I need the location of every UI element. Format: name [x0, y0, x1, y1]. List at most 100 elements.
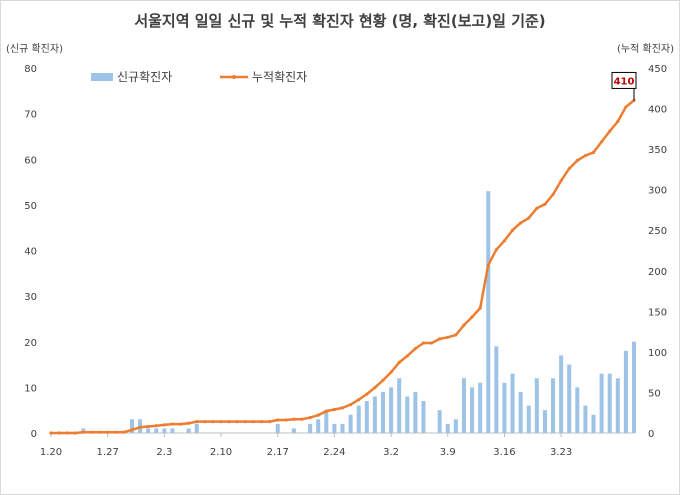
- cumulative-point: [97, 430, 102, 434]
- new-cases-bar: [291, 428, 296, 433]
- new-cases-bar: [340, 423, 345, 433]
- cumulative-point: [340, 406, 345, 410]
- new-cases-bar: [348, 414, 353, 433]
- cumulative-line: [51, 99, 635, 435]
- cumulative-point: [470, 315, 474, 319]
- cumulative-point: [292, 417, 296, 421]
- new-cases-bar: [567, 364, 572, 433]
- right-tick-label: 400: [648, 105, 667, 116]
- cumulative-point: [316, 413, 320, 417]
- new-cases-bar: [575, 387, 580, 433]
- right-tick-label: 200: [648, 267, 667, 278]
- x-tick-label: 3.2: [383, 447, 399, 458]
- cumulative-point: [195, 420, 199, 424]
- cumulative-point: [227, 420, 231, 424]
- new-cases-bar: [129, 419, 134, 433]
- right-tick-label: 0: [648, 429, 654, 440]
- x-tick-label: 2.17: [267, 447, 289, 458]
- bar-series-layer: [81, 191, 636, 433]
- right-axis-label: (누적 확진자): [617, 44, 674, 55]
- cumulative-point: [243, 420, 247, 424]
- new-cases-bar: [470, 387, 475, 433]
- new-cases-bar: [615, 378, 620, 433]
- left-tick-label: 30: [24, 292, 37, 303]
- new-cases-bar: [478, 382, 483, 433]
- new-cases-bar: [194, 423, 199, 433]
- cumulative-point: [405, 354, 409, 358]
- legend-bar-swatch: [91, 73, 113, 81]
- new-cases-bar: [453, 419, 458, 433]
- cumulative-point: [146, 424, 150, 429]
- right-tick-label: 50: [648, 388, 661, 399]
- new-cases-bar: [486, 191, 491, 433]
- cumulative-point: [421, 341, 426, 345]
- x-tick-label: 3.23: [550, 447, 572, 458]
- left-axis-label: (신규 확진자): [6, 44, 63, 55]
- new-cases-bar: [445, 423, 450, 433]
- new-cases-bar: [632, 341, 636, 433]
- left-tick-label: 50: [24, 201, 37, 212]
- cumulative-point: [73, 431, 77, 435]
- cumulative-point: [365, 392, 369, 396]
- cumulative-point: [559, 179, 563, 183]
- cumulative-point: [122, 430, 126, 434]
- cumulative-point: [211, 420, 215, 424]
- cumulative-point: [527, 216, 531, 220]
- cumulative-point: [494, 248, 498, 252]
- x-tick-label: 3.9: [440, 447, 456, 458]
- cumulative-point: [519, 221, 523, 225]
- new-cases-bar: [518, 391, 523, 433]
- new-cases-bar: [461, 378, 466, 433]
- new-cases-bar: [526, 405, 531, 433]
- cumulative-point: [178, 422, 183, 426]
- right-tick-label: 350: [648, 145, 667, 156]
- new-cases-bar: [389, 387, 394, 433]
- right-tick-label: 100: [648, 348, 667, 359]
- cumulative-point: [462, 323, 466, 327]
- new-cases-bar: [502, 382, 507, 433]
- new-cases-bar: [421, 401, 426, 433]
- cumulative-point: [114, 430, 118, 434]
- cumulative-point: [486, 263, 490, 267]
- cumulative-point: [454, 333, 458, 337]
- new-cases-bar: [607, 373, 612, 433]
- new-cases-bar: [534, 378, 539, 433]
- x-tick-label: 1.20: [40, 447, 62, 458]
- callout-layer: 410: [611, 71, 637, 101]
- cumulative-point: [535, 206, 539, 210]
- cumulative-point: [89, 430, 94, 434]
- new-cases-bar: [542, 410, 547, 433]
- x-tick-label: 3.16: [493, 447, 515, 458]
- line-series-layer: [49, 98, 636, 435]
- new-cases-bar: [405, 396, 410, 433]
- right-tick-label: 250: [648, 226, 667, 237]
- cumulative-point: [624, 105, 628, 109]
- cumulative-point: [600, 140, 604, 144]
- new-cases-bar: [510, 373, 515, 433]
- new-cases-bar: [170, 428, 175, 433]
- cumulative-point: [259, 420, 264, 424]
- cumulative-point: [397, 360, 401, 365]
- left-tick-label: 40: [24, 247, 37, 258]
- cumulative-point: [446, 335, 450, 339]
- new-cases-bar: [308, 423, 313, 433]
- legend-label-cumulative: 누적확진자: [252, 70, 307, 84]
- x-tick-label: 2.24: [323, 447, 345, 458]
- cumulative-point: [510, 228, 515, 232]
- x-tick-label: 2.3: [156, 447, 172, 458]
- new-cases-bar: [316, 419, 321, 433]
- cumulative-point: [413, 347, 417, 351]
- new-cases-bar: [437, 410, 442, 433]
- cumulative-point: [65, 431, 69, 435]
- cumulative-point: [591, 150, 596, 154]
- new-cases-bar: [162, 428, 167, 433]
- new-cases-bar: [332, 423, 337, 433]
- new-cases-bar: [397, 378, 402, 433]
- left-tick-label: 80: [24, 64, 37, 75]
- cumulative-point: [106, 430, 110, 434]
- legend-label-new: 신규확진자: [117, 70, 172, 84]
- new-cases-bar: [599, 373, 604, 433]
- cumulative-point: [57, 431, 61, 435]
- cumulative-point: [389, 370, 393, 374]
